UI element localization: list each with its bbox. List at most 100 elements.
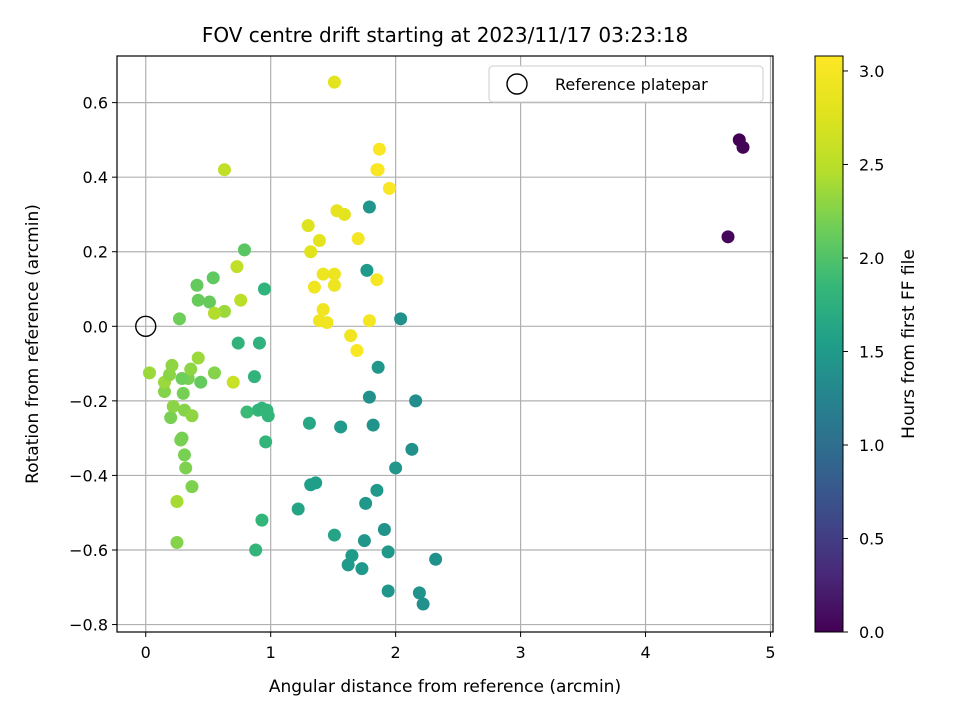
scatter-point xyxy=(170,536,184,550)
scatter-point xyxy=(371,163,385,177)
scatter-point xyxy=(389,461,403,475)
scatter-point xyxy=(179,461,193,475)
x-tick-label: 0 xyxy=(141,643,151,662)
x-tick-label: 4 xyxy=(640,643,650,662)
scatter-point xyxy=(207,306,221,320)
scatter-point xyxy=(247,370,261,384)
scatter-point xyxy=(261,409,275,423)
scatter-points xyxy=(135,75,750,611)
scatter-point xyxy=(350,344,364,358)
scatter-point xyxy=(142,366,156,380)
scatter-point xyxy=(237,243,251,257)
scatter-point xyxy=(176,386,190,400)
scatter-point xyxy=(164,411,178,425)
y-tick-label: −0.8 xyxy=(69,616,108,635)
y-tick-label: 0.6 xyxy=(83,94,108,113)
x-tick-label: 5 xyxy=(765,643,775,662)
scatter-point xyxy=(341,558,355,572)
scatter-point xyxy=(231,336,245,350)
colorbar: 0.0 0.5 1.0 1.5 2.0 2.5 3.0 Hours from first F… xyxy=(814,55,919,642)
colorbar-tick-label: 1.0 xyxy=(859,436,884,455)
scatter-point xyxy=(207,366,221,380)
scatter-point xyxy=(381,545,395,559)
scatter-point xyxy=(191,351,205,365)
colorbar-gradient xyxy=(814,55,844,633)
scatter-point xyxy=(351,232,365,246)
scatter-point xyxy=(302,416,316,430)
scatter-point xyxy=(185,480,199,494)
scatter-point xyxy=(327,278,341,292)
scatter-point xyxy=(255,513,269,527)
scatter-point xyxy=(301,219,315,233)
scatter-point xyxy=(206,271,220,285)
scatter-point xyxy=(360,263,374,277)
scatter-point xyxy=(172,312,186,326)
scatter-point xyxy=(362,314,376,328)
scatter-point xyxy=(355,562,369,576)
scatter-point xyxy=(157,385,171,399)
scatter-point xyxy=(174,433,188,447)
scatter-point xyxy=(372,142,386,156)
scatter-point xyxy=(175,371,189,385)
y-tick-label: −0.2 xyxy=(69,392,108,411)
y-tick-label: −0.6 xyxy=(69,541,108,560)
scatter-point xyxy=(394,312,408,326)
plot-frame xyxy=(116,55,774,633)
colorbar-ticks: 0.0 0.5 1.0 1.5 2.0 2.5 3.0 xyxy=(843,62,884,642)
scatter-point xyxy=(327,267,341,281)
y-axis-label: Rotation from reference (arcmin) xyxy=(23,204,43,484)
scatter-point xyxy=(327,75,341,89)
reference-platepar-marker xyxy=(135,315,157,337)
scatter-point xyxy=(405,442,419,456)
scatter-point xyxy=(371,360,385,374)
scatter-point xyxy=(177,448,191,462)
scatter-point xyxy=(309,476,323,490)
scatter-point xyxy=(382,181,396,195)
scatter-point xyxy=(184,362,198,376)
grid-lines xyxy=(117,56,773,632)
scatter-point xyxy=(370,273,384,287)
scatter-point xyxy=(316,267,330,281)
x-tick-label: 3 xyxy=(516,643,526,662)
x-tick-label: 2 xyxy=(391,643,401,662)
scatter-point xyxy=(736,140,750,154)
scatter-point xyxy=(327,528,341,542)
scatter-point xyxy=(362,390,376,404)
scatter-point xyxy=(381,584,395,598)
scatter-point xyxy=(252,336,266,350)
y-tick-label: 0.2 xyxy=(83,243,108,262)
y-tick-label: 0.0 xyxy=(83,317,108,336)
scatter-point xyxy=(330,204,344,218)
scatter-point xyxy=(359,496,373,510)
y-axis-ticks: −0.8 −0.6 −0.4 −0.2 0.0 0.2 0.4 0.6 xyxy=(69,94,117,635)
x-axis-ticks: 0 1 2 3 4 5 xyxy=(141,632,776,662)
scatter-point xyxy=(190,278,204,292)
scatter-point xyxy=(357,534,371,548)
scatter-point xyxy=(312,234,326,248)
colorbar-label: Hours from first FF file xyxy=(899,249,919,439)
scatter-point xyxy=(412,586,426,600)
scatter-point xyxy=(240,405,254,419)
scatter-point xyxy=(170,495,184,509)
colorbar-tick-label: 2.0 xyxy=(859,249,884,268)
scatter-point xyxy=(416,597,430,611)
colorbar-tick-label: 0.0 xyxy=(859,623,884,642)
colorbar-tick-label: 0.5 xyxy=(859,529,884,548)
scatter-point xyxy=(217,304,231,318)
scatter-point xyxy=(344,329,358,343)
scatter-point xyxy=(165,358,179,372)
scatter-point xyxy=(185,409,199,423)
scatter-point xyxy=(320,316,334,330)
scatter-point xyxy=(366,418,380,432)
colorbar-tick-label: 3.0 xyxy=(859,62,884,81)
legend-entry-reference: Reference platepar xyxy=(555,75,708,94)
colorbar-tick-label: 1.5 xyxy=(859,342,884,361)
chart-title: FOV centre drift starting at 2023/11/17 … xyxy=(202,23,688,47)
colorbar-tick-label: 2.5 xyxy=(859,155,884,174)
y-tick-label: −0.4 xyxy=(69,466,108,485)
scatter-point xyxy=(429,552,443,566)
scatter-point xyxy=(307,280,321,294)
legend-marker-reference xyxy=(506,73,528,95)
scatter-point xyxy=(194,375,208,389)
